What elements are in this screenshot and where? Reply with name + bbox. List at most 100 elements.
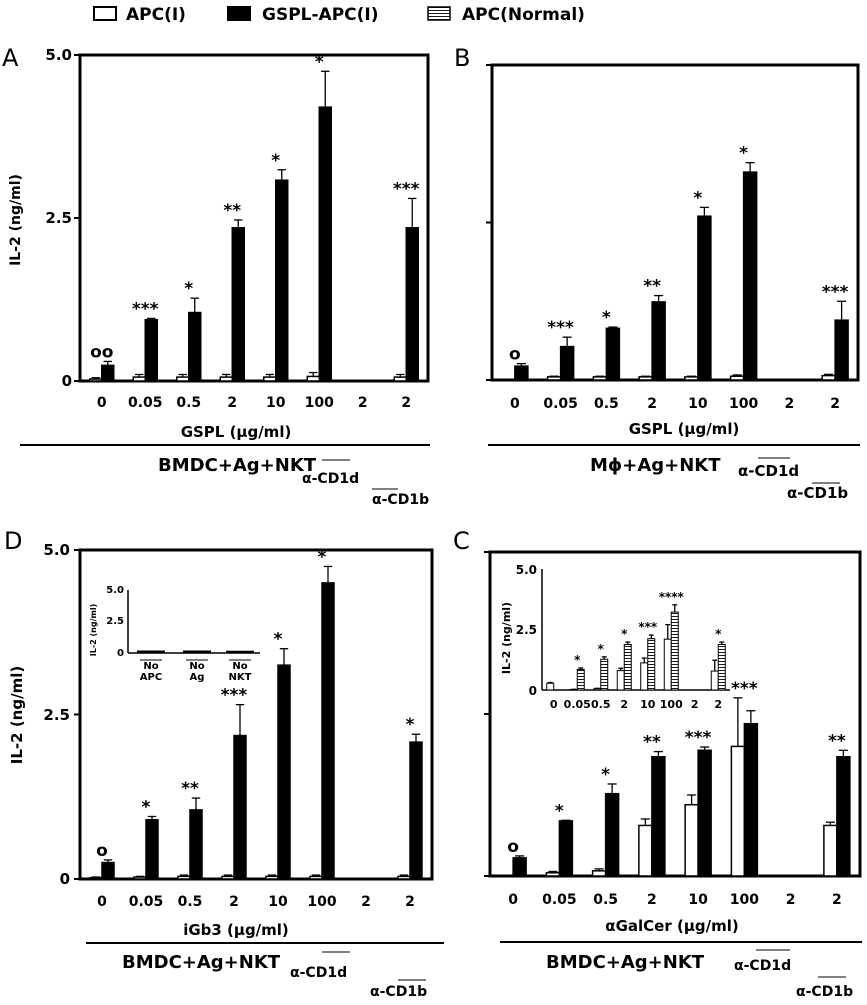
antibody-label: α-CD1d (734, 958, 791, 974)
x-tick-label: 0.5 (178, 894, 203, 910)
plot-frame (80, 55, 428, 381)
antibody-label: α-CD1b (796, 984, 853, 1000)
bar (222, 876, 234, 879)
significance-marker: *** (221, 686, 248, 706)
bar (593, 377, 606, 380)
y-tick-label: 2.5 (45, 209, 72, 227)
x-tick-label: 2 (647, 892, 657, 908)
x-tick-label: 0 (510, 396, 520, 412)
bar (322, 583, 334, 879)
significance-marker: * (574, 653, 581, 667)
x-axis-label: GSPL (μg/ml) (629, 420, 740, 438)
legend-item-apc-i: APC(I) (94, 5, 186, 25)
bar (837, 757, 850, 876)
significance-marker: * (739, 144, 748, 164)
inset-plot-area: *********** (542, 569, 730, 690)
bar (189, 313, 201, 381)
inset-x-label: No (189, 661, 204, 672)
inset-y-tick-label: 5.0 (516, 563, 537, 577)
bar (190, 810, 202, 879)
inset-x-label: APC (140, 672, 162, 683)
panel-letter: C (453, 527, 470, 555)
bar (731, 746, 744, 876)
y-axis-label: IL-2 (ng/ml) (8, 174, 24, 266)
bar (307, 376, 319, 381)
bar (410, 742, 422, 879)
inset-bar (226, 651, 254, 653)
condition-label: Mϕ+Ag+NKT (590, 455, 721, 476)
x-tick-label: 2 (227, 395, 237, 411)
bar (606, 794, 619, 876)
significance-marker: ** (643, 277, 661, 297)
inset-y-axis-label: IL-2 (ng/ml) (500, 602, 513, 674)
x-tick-label: 0.05 (129, 894, 164, 910)
inset-x-label: No (143, 661, 158, 672)
x-tick-label: 0 (97, 395, 107, 411)
x-tick-label: 10 (268, 894, 288, 910)
antibody-label: α-CD1d (302, 471, 359, 487)
condition-label: BMDC+Ag+NKT (122, 952, 281, 973)
bar (744, 172, 757, 380)
legend-label: GSPL-APC(I) (262, 5, 379, 25)
significance-marker: * (555, 801, 564, 821)
inset-y-tick-label: 5.0 (106, 585, 124, 596)
x-tick-label: 0.05 (543, 396, 578, 412)
significance-marker: * (142, 797, 151, 817)
bar (601, 659, 608, 690)
x-tick-label: 0.05 (128, 395, 163, 411)
significance-marker: * (621, 627, 628, 641)
x-tick-label: 0.5 (176, 395, 201, 411)
significance-marker: *** (547, 318, 574, 338)
bar (685, 377, 698, 380)
x-tick-label: 0 (97, 894, 107, 910)
significance-marker: ** (181, 779, 199, 799)
bar (234, 736, 246, 879)
bar (266, 876, 278, 879)
legend-swatch-open (94, 7, 116, 20)
x-tick-label: 0.05 (542, 892, 577, 908)
x-tick-label: 100 (730, 892, 759, 908)
bar (406, 228, 418, 381)
x-tick-label: 0.5 (594, 396, 619, 412)
bar (146, 820, 158, 879)
x-tick-label: 2 (832, 892, 842, 908)
inset-x-tick-label: 2 (691, 698, 699, 711)
significance-marker: ** (223, 201, 241, 221)
y-tick-label: 0 (60, 870, 70, 888)
inset-x-label: Ag (190, 672, 205, 683)
legend-label: APC(Normal) (462, 5, 585, 25)
y-tick-label: 5.0 (43, 541, 70, 559)
inset-x-tick-label: 0 (550, 698, 558, 711)
y-tick-label: 0 (62, 372, 72, 390)
bar (641, 663, 648, 690)
x-tick-label: 10 (688, 396, 708, 412)
bar (822, 376, 835, 380)
bar (835, 320, 848, 380)
legend-item-apc-normal: APC(Normal) (428, 5, 585, 25)
bar (515, 366, 528, 380)
significance-marker: ** (828, 731, 846, 751)
inset-x-tick-label: 0.5 (591, 698, 611, 711)
inset-d: IL-2 (ng/ml) 5.0 2.5 0 No APC No Ag No N… (89, 585, 260, 683)
significance-marker: *** (393, 179, 420, 199)
legend: APC(I) GSPL-APC(I) APC(Normal) (94, 5, 585, 25)
inset-plot-area (128, 590, 260, 653)
bar (652, 302, 665, 380)
significance-marker: * (274, 630, 283, 650)
y-axis-label: IL-2 (ng/ml) (8, 666, 26, 764)
bar (577, 669, 584, 690)
y-tick-label: 5.0 (45, 46, 72, 64)
inset-bar (183, 650, 211, 653)
bar (718, 645, 725, 690)
antibody-label: α-CD1b (370, 984, 427, 1000)
panel-letter: A (2, 44, 19, 72)
bar (561, 347, 574, 380)
inset-bar (137, 650, 165, 653)
legend-item-gspl-apc-i: GSPL-APC(I) (228, 5, 379, 25)
x-tick-label: 2 (830, 396, 840, 412)
bar (310, 876, 322, 879)
panel-letter: B (454, 44, 470, 72)
inset-x-tick-label: 2 (620, 698, 628, 711)
